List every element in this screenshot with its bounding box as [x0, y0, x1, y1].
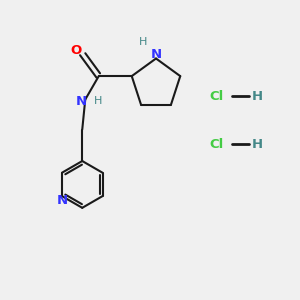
Text: O: O	[70, 44, 81, 56]
Text: H: H	[94, 96, 102, 106]
Text: H: H	[139, 37, 148, 47]
Text: N: N	[56, 194, 68, 207]
Text: H: H	[252, 137, 263, 151]
Text: Cl: Cl	[209, 89, 223, 103]
Text: Cl: Cl	[209, 137, 223, 151]
Text: H: H	[252, 89, 263, 103]
Text: N: N	[150, 48, 162, 62]
Text: N: N	[76, 94, 87, 107]
